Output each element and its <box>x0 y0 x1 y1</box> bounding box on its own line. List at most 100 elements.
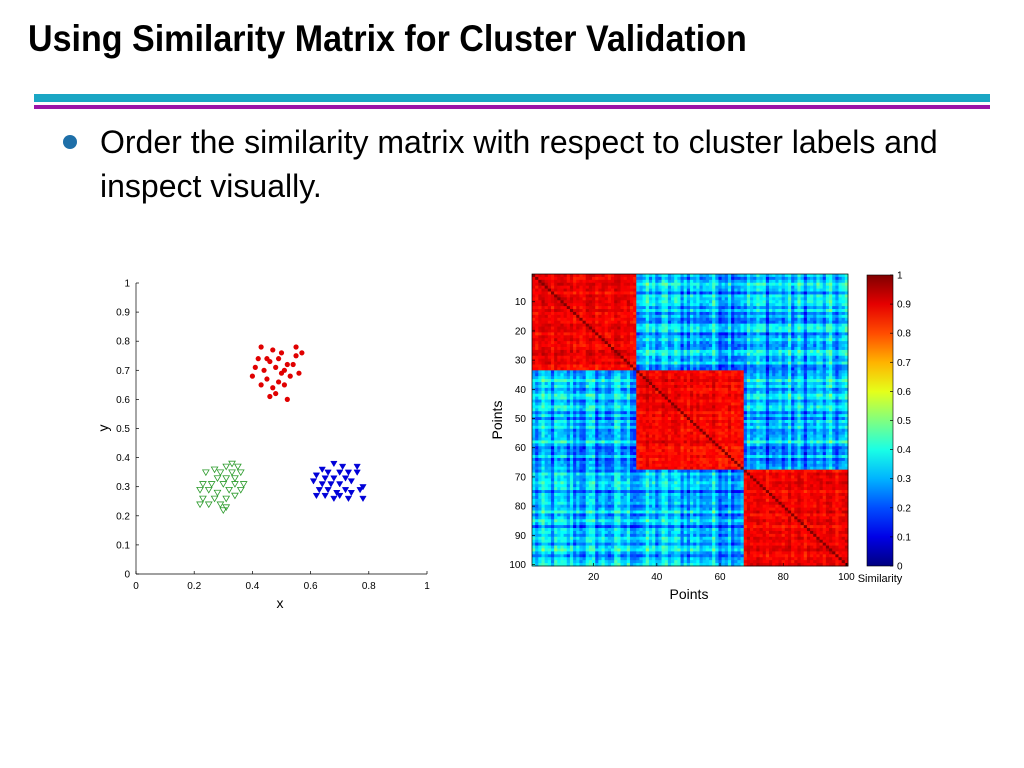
heatmap-cell <box>784 326 789 330</box>
heatmap-cell <box>829 411 833 415</box>
heatmap-cell <box>620 291 625 295</box>
heatmap-cell <box>645 335 650 339</box>
heatmap-cell <box>614 332 618 336</box>
heatmap-cell <box>563 367 568 371</box>
heatmap-cell <box>648 332 653 336</box>
heatmap-cell <box>535 355 539 360</box>
heatmap-cell <box>566 338 571 342</box>
heatmap-cell <box>715 373 719 377</box>
heatmap-cell <box>554 309 558 313</box>
heatmap-cell <box>718 303 722 307</box>
heatmap-cell <box>708 411 713 415</box>
heatmap-cell <box>648 402 653 406</box>
heatmap-cell <box>576 387 580 392</box>
heatmap-cell <box>557 344 561 348</box>
heatmap-cell <box>806 323 811 327</box>
heatmap-cell <box>671 297 675 301</box>
heatmap-cell <box>762 399 767 403</box>
heatmap-cell <box>642 358 647 362</box>
heatmap-cell <box>841 306 846 310</box>
heatmap-cell <box>825 279 830 284</box>
heatmap-cell <box>791 311 795 316</box>
heatmap-cell <box>781 279 786 284</box>
heatmap-cell <box>765 347 770 351</box>
heatmap-cell <box>841 393 846 398</box>
heatmap-cell <box>841 291 846 295</box>
heatmap-cell <box>648 338 653 342</box>
heatmap-cell <box>705 306 710 310</box>
heatmap-cell <box>724 329 729 333</box>
heatmap-cell <box>746 282 751 287</box>
heatmap-cell <box>569 355 574 360</box>
heatmap-cell <box>611 355 615 360</box>
heatmap-cell <box>765 326 770 330</box>
heatmap-cell <box>642 347 647 351</box>
heatmap-cell <box>762 279 767 284</box>
heatmap-cell <box>705 387 710 392</box>
heatmap-cell <box>816 317 820 322</box>
heatmap-cell <box>617 382 621 386</box>
heatmap-cell <box>639 332 643 336</box>
heatmap-cell <box>569 352 574 357</box>
heatmap-cell <box>655 367 659 371</box>
heatmap-cell <box>614 370 618 374</box>
heatmap-cell <box>816 376 820 380</box>
heatmap-cell <box>727 347 732 351</box>
heatmap-cell <box>740 355 745 360</box>
heatmap-cell <box>563 393 568 398</box>
heatmap-cell <box>554 317 558 322</box>
heatmap-cell <box>686 309 691 313</box>
heatmap-cell <box>652 364 656 368</box>
heatmap-cell <box>566 317 571 322</box>
heatmap-cell <box>674 303 678 307</box>
heatmap-cell <box>803 274 808 278</box>
heatmap-cell <box>658 285 662 289</box>
heatmap-cell <box>667 399 672 403</box>
heatmap-cell <box>579 303 583 307</box>
heatmap-cell <box>750 341 754 345</box>
heatmap-cell <box>819 326 824 330</box>
heatmap-cell <box>585 294 590 298</box>
heatmap-cell <box>645 297 650 301</box>
heatmap-cell <box>550 300 555 304</box>
heatmap-cell <box>579 352 583 357</box>
heatmap-cell <box>708 364 713 368</box>
heatmap-cell <box>699 291 704 295</box>
heatmap-cell <box>718 314 722 319</box>
heatmap-cell <box>810 379 814 383</box>
heatmap-cell <box>835 344 839 348</box>
heatmap-cell <box>588 399 593 403</box>
heatmap-cell <box>535 300 539 304</box>
heatmap-cell <box>607 399 612 403</box>
heatmap-cell <box>655 291 659 295</box>
heatmap-cell <box>759 314 764 319</box>
heatmap-cell <box>645 282 650 287</box>
heatmap-cell <box>699 358 704 362</box>
heatmap-cell <box>727 414 732 418</box>
heatmap-cell <box>737 376 741 380</box>
heatmap-cell <box>576 300 580 304</box>
heatmap-cell <box>803 405 808 409</box>
heatmap-cell <box>832 320 836 325</box>
heatmap-cell <box>550 306 555 310</box>
heatmap-cell <box>623 370 628 374</box>
heatmap-cell <box>781 387 786 392</box>
heatmap-cell <box>598 317 602 322</box>
heatmap-cell <box>759 376 764 380</box>
heatmap-cell <box>699 367 704 371</box>
heatmap-cell <box>560 358 564 362</box>
heatmap-cell <box>702 373 707 377</box>
heatmap-cell <box>604 411 609 415</box>
heatmap-cell <box>784 379 789 383</box>
heatmap-cell <box>532 399 536 403</box>
heatmap-cell <box>699 274 704 278</box>
heatmap-cell <box>620 288 625 292</box>
heatmap-cell <box>674 341 678 345</box>
heatmap-cell <box>696 411 700 415</box>
heatmap-cell <box>712 285 716 289</box>
heatmap-cell <box>582 361 587 365</box>
heatmap-cell <box>822 379 827 383</box>
heatmap-cell <box>787 282 792 287</box>
heatmap-cell <box>794 311 798 316</box>
heatmap-cell <box>825 411 830 415</box>
